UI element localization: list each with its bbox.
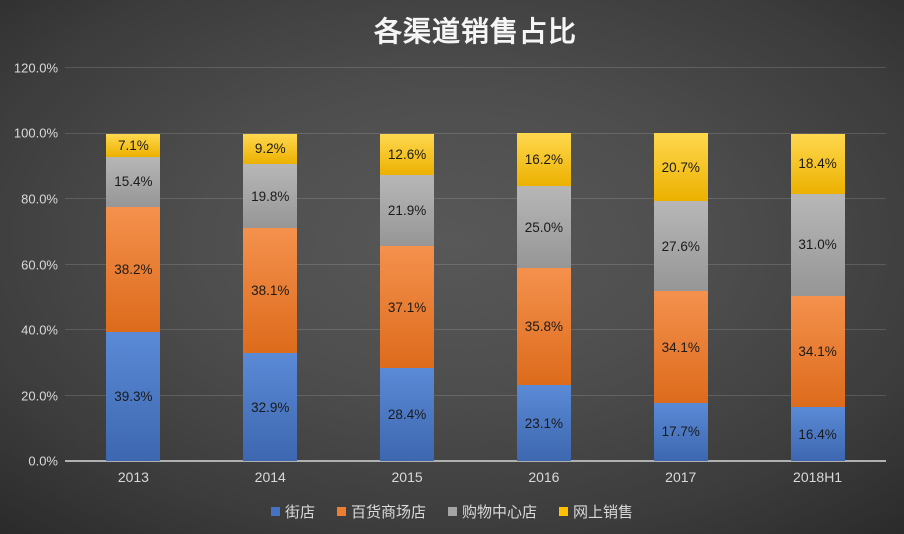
legend-item-街店: 街店 bbox=[270, 501, 315, 522]
bar-segment-街店: 23.1% bbox=[516, 385, 571, 461]
data-label: 21.9% bbox=[387, 203, 427, 219]
data-label: 37.1% bbox=[387, 299, 427, 315]
data-label: 12.6% bbox=[387, 146, 427, 162]
y-axis-tick-label: 100.0% bbox=[13, 125, 58, 141]
bar-segment-街店: 17.7% bbox=[653, 403, 708, 461]
stacked-bar: 7.1% 15.4% 38.2% 39.3% bbox=[106, 133, 161, 462]
data-label: 23.1% bbox=[524, 415, 564, 431]
bar-group-2017: 20.7% 27.6% 34.1% 17.7% bbox=[612, 68, 749, 461]
legend-marker-icon bbox=[559, 506, 569, 516]
bar-group-2014: 9.2% 19.8% 38.1% 32.9% bbox=[202, 68, 339, 461]
x-axis-line bbox=[65, 460, 886, 462]
x-axis-tick-label: 2017 bbox=[665, 469, 697, 485]
x-axis-tick-label: 2015 bbox=[391, 469, 423, 485]
bar-segment-街店: 39.3% bbox=[106, 332, 161, 461]
bar-segment-百货商场店: 35.8% bbox=[516, 268, 571, 386]
data-label: 39.3% bbox=[114, 389, 153, 405]
bar-segment-网上销售: 20.7% bbox=[653, 133, 708, 201]
bar-segment-百货商场店: 38.2% bbox=[106, 207, 161, 333]
legend-item-百货商场店: 百货商场店 bbox=[336, 501, 426, 522]
x-axis-tick-label: 2014 bbox=[254, 469, 286, 485]
bar-segment-网上销售: 9.2% bbox=[243, 133, 298, 164]
bar-group-2016: 16.2% 25.0% 35.8% 23.1% bbox=[476, 68, 613, 461]
data-label: 18.4% bbox=[798, 156, 837, 172]
data-label: 25.0% bbox=[524, 219, 564, 235]
stacked-bar: 9.2% 19.8% 38.1% 32.9% bbox=[243, 133, 298, 462]
bar-segment-百货商场店: 34.1% bbox=[653, 291, 708, 404]
x-axis-labels: 2013 2014 2015 2016 2017 2018H1 bbox=[65, 469, 886, 487]
data-label: 38.2% bbox=[114, 262, 153, 278]
y-axis-tick-label: 60.0% bbox=[21, 257, 58, 272]
legend-marker-icon bbox=[270, 506, 280, 516]
data-label: 35.8% bbox=[524, 319, 564, 335]
bar-segment-购物中心店: 27.6% bbox=[653, 200, 708, 292]
stacked-bar: 20.7% 27.6% 34.1% 17.7% bbox=[653, 133, 708, 461]
bar-segment-街店: 28.4% bbox=[380, 367, 435, 461]
data-label: 34.1% bbox=[798, 343, 837, 359]
bar-segment-购物中心店: 15.4% bbox=[106, 156, 161, 208]
chart-title: 各渠道销售占比 bbox=[373, 16, 577, 47]
bar-group-2018H1: 18.4% 31.0% 34.1% 16.4% bbox=[749, 68, 886, 461]
plot-area: 7.1% 15.4% 38.2% 39.3% 9.2% 19.8% 38.1% 32.9% 12… bbox=[65, 67, 886, 462]
data-label: 28.4% bbox=[387, 406, 427, 422]
data-label: 32.9% bbox=[251, 399, 290, 415]
bar-segment-百货商场店: 34.1% bbox=[790, 295, 845, 408]
x-axis-tick-label: 2016 bbox=[528, 469, 560, 485]
legend: 街店 百货商场店 购物中心店 网上销售 bbox=[0, 499, 904, 523]
bar-group-2013: 7.1% 15.4% 38.2% 39.3% bbox=[65, 68, 202, 461]
x-axis-tick-label: 2018H1 bbox=[793, 469, 843, 485]
data-label: 16.4% bbox=[798, 426, 837, 442]
bar-segment-百货商场店: 37.1% bbox=[380, 246, 435, 368]
gridline bbox=[65, 132, 886, 134]
legend-label: 购物中心店 bbox=[462, 503, 538, 521]
y-axis-tick-label: 0.0% bbox=[28, 453, 58, 469]
data-label: 7.1% bbox=[118, 137, 149, 153]
legend-label: 街店 bbox=[284, 503, 315, 521]
bar-segment-购物中心店: 21.9% bbox=[380, 174, 435, 247]
gridline bbox=[65, 263, 886, 265]
bar-segment-购物中心店: 19.8% bbox=[243, 163, 298, 229]
bar-segment-街店: 16.4% bbox=[790, 407, 845, 461]
stacked-bar: 12.6% 21.9% 37.1% 28.4% bbox=[380, 133, 435, 462]
stacked-bar: 18.4% 31.0% 34.1% 16.4% bbox=[790, 133, 845, 461]
bar-segment-网上销售: 16.2% bbox=[516, 133, 571, 187]
gridline bbox=[65, 394, 886, 396]
y-axis-tick-label: 40.0% bbox=[21, 322, 58, 338]
x-axis-tick-label: 2013 bbox=[117, 469, 149, 485]
bar-segment-街店: 32.9% bbox=[243, 353, 298, 461]
data-label: 34.1% bbox=[661, 339, 700, 355]
y-axis-tick-label: 20.0% bbox=[21, 388, 58, 403]
legend-label: 百货商场店 bbox=[350, 503, 426, 521]
data-label: 27.6% bbox=[661, 238, 700, 254]
bar-segment-购物中心店: 25.0% bbox=[516, 186, 571, 269]
y-axis-tick-label: 120.0% bbox=[13, 60, 58, 76]
data-label: 19.8% bbox=[251, 188, 290, 204]
gridline bbox=[65, 329, 886, 331]
bar-segment-网上销售: 7.1% bbox=[106, 133, 161, 157]
bar-segment-网上销售: 18.4% bbox=[790, 133, 845, 195]
legend-item-网上销售: 网上销售 bbox=[559, 501, 633, 522]
data-label: 20.7% bbox=[661, 159, 700, 175]
bar-segment-百货商场店: 38.1% bbox=[243, 228, 298, 354]
gridline bbox=[65, 67, 886, 68]
data-label: 16.2% bbox=[524, 152, 564, 168]
data-label: 31.0% bbox=[798, 237, 837, 253]
data-label: 17.7% bbox=[661, 424, 700, 440]
bar-segment-购物中心店: 31.0% bbox=[790, 194, 845, 296]
stacked-bar: 16.2% 25.0% 35.8% 23.1% bbox=[516, 133, 571, 461]
data-label: 15.4% bbox=[114, 174, 153, 190]
y-axis-tick-label: 80.0% bbox=[21, 191, 58, 207]
y-axis-labels: 0.0% 20.0% 40.0% 60.0% 80.0% 100.0% 120.0% bbox=[0, 61, 58, 469]
bar-group-2015: 12.6% 21.9% 37.1% 28.4% bbox=[339, 68, 476, 461]
data-label: 9.2% bbox=[254, 141, 286, 157]
legend-item-购物中心店: 购物中心店 bbox=[448, 501, 537, 522]
bar-segment-网上销售: 12.6% bbox=[380, 133, 435, 175]
data-label: 38.1% bbox=[251, 283, 290, 299]
legend-marker-icon bbox=[336, 506, 346, 516]
gridline bbox=[65, 198, 886, 200]
legend-label: 网上销售 bbox=[573, 503, 634, 521]
legend-marker-icon bbox=[448, 506, 457, 516]
